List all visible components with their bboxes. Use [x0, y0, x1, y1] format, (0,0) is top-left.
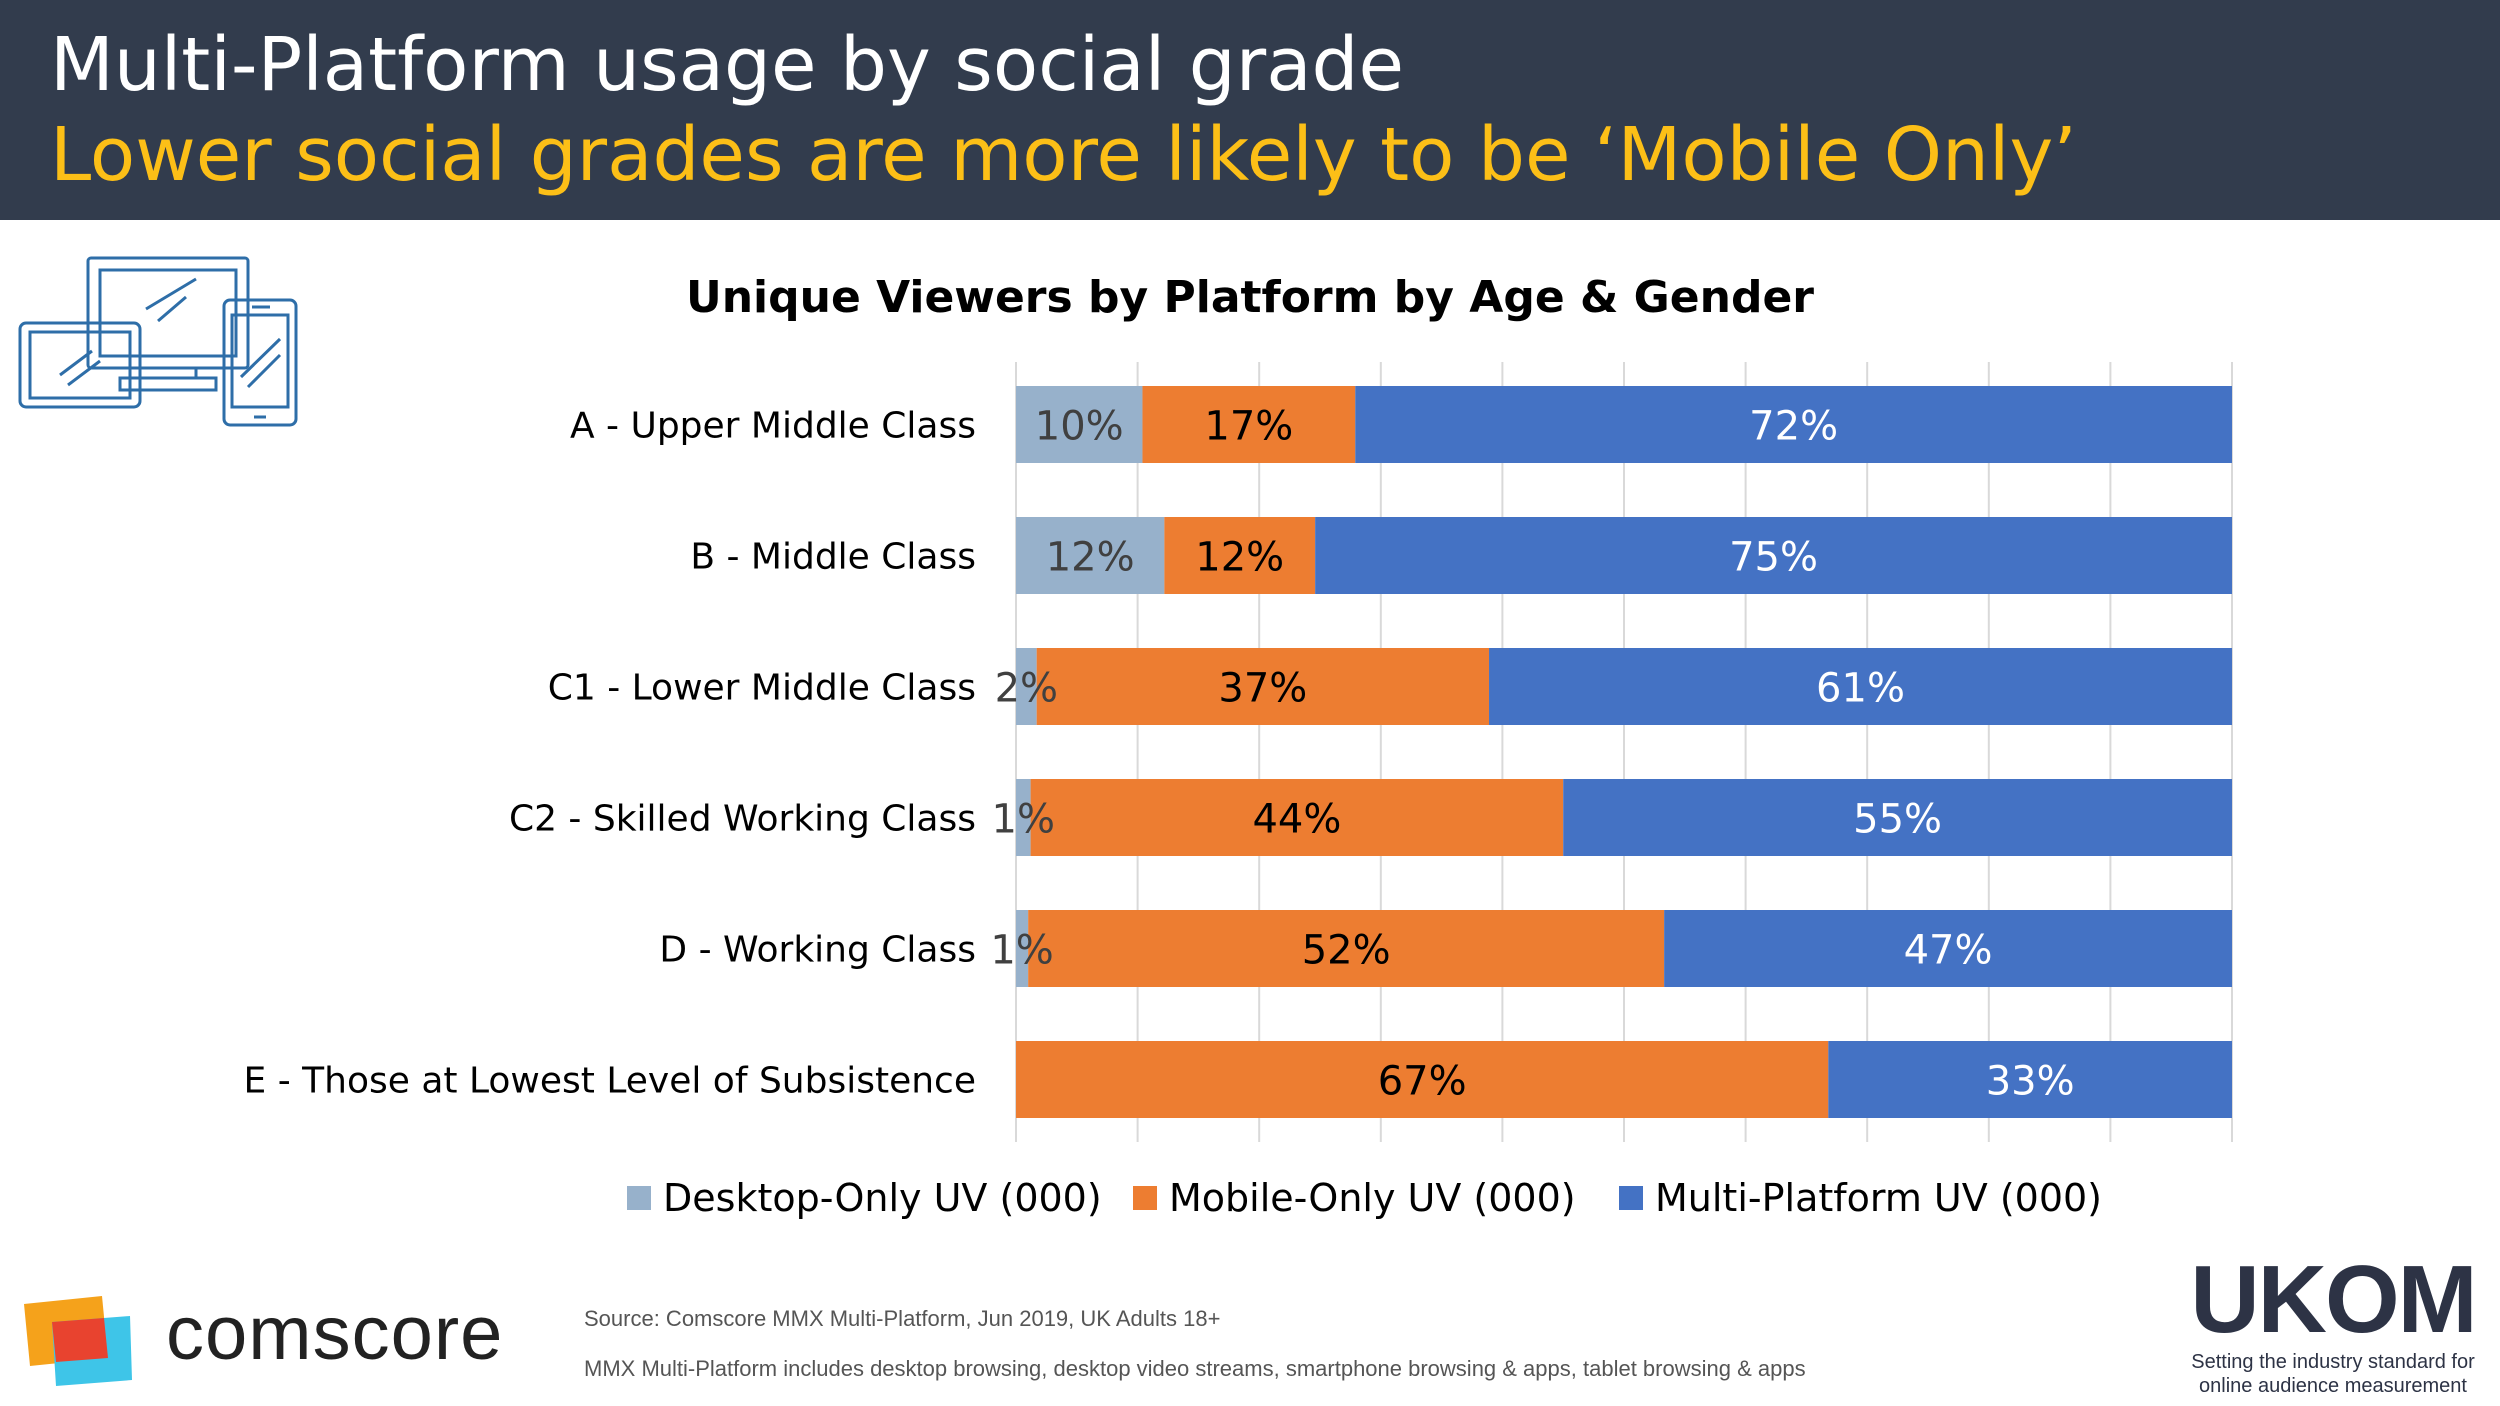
data-label: 17% — [1204, 404, 1293, 450]
data-label: 12% — [1046, 535, 1135, 581]
ukom-tagline-line-2: online audience measurement — [2199, 1375, 2467, 1397]
data-label: 47% — [1904, 928, 1993, 974]
bar-segment — [1563, 779, 2232, 856]
bar-segment — [1016, 1041, 1829, 1118]
bar-segment — [1016, 779, 1031, 856]
legend-label-mobile: Mobile-Only UV (000) — [1169, 1176, 1576, 1220]
category-label: A - Upper Middle Class — [570, 406, 976, 447]
legend-item-mobile: Mobile-Only UV (000) — [1133, 1176, 1576, 1220]
comscore-logo-icon — [24, 1296, 132, 1386]
legend-swatch-desktop — [627, 1186, 651, 1210]
ukom-tagline-line-1: Setting the industry standard for — [2191, 1351, 2475, 1373]
data-label: 12% — [1195, 535, 1284, 581]
page-title: Multi-Platform usage by social grade — [50, 22, 1405, 108]
data-label: 52% — [1302, 928, 1391, 974]
bar-segment — [1489, 648, 2232, 725]
chart-legend: Desktop-Only UV (000) Mobile-Only UV (00… — [0, 1176, 2500, 1236]
data-label: 1% — [992, 797, 1055, 843]
category-label: D - Working Class — [659, 930, 976, 971]
data-label: 75% — [1729, 535, 1818, 581]
category-label: C1 - Lower Middle Class — [548, 668, 976, 709]
bar-segment — [1036, 648, 1490, 725]
category-label: E - Those at Lowest Level of Subsistence — [244, 1061, 976, 1102]
stacked-bar-chart: 10% 17% 72% 12% 12% 75% 2% 37% 61% 1% 44% 55% 1% 52% 4… — [244, 362, 2233, 1142]
bar-segment — [1355, 386, 2232, 463]
source-note: Source: Comscore MMX Multi-Platform, Jun… — [584, 1306, 1221, 1331]
data-label: 44% — [1252, 797, 1341, 843]
bar-segment — [1016, 386, 1143, 463]
comscore-wordmark: comscore — [166, 1291, 504, 1376]
bar-segment — [1315, 517, 2232, 594]
category-label: B - Middle Class — [690, 537, 976, 578]
legend-label-multi: Multi-Platform UV (000) — [1655, 1176, 2103, 1220]
category-label: C2 - Skilled Working Class — [509, 799, 976, 840]
bar-segment — [1664, 910, 2232, 987]
legend-swatch-multi — [1619, 1186, 1643, 1210]
bar-segment — [1164, 517, 1316, 594]
data-label: 67% — [1378, 1059, 1467, 1105]
data-label: 33% — [1986, 1059, 2075, 1105]
ukom-wordmark: UKOM — [2190, 1246, 2477, 1353]
data-label: 61% — [1816, 666, 1905, 712]
bar-segment — [1828, 1041, 2232, 1118]
ukom-tagline: Setting the industry standard for online… — [2188, 1350, 2478, 1398]
bar-segment — [1016, 648, 1037, 725]
legend-item-multi: Multi-Platform UV (000) — [1619, 1176, 2102, 1220]
devices-icon — [18, 256, 298, 427]
legend-label-desktop: Desktop-Only UV (000) — [663, 1176, 1102, 1220]
data-label: 10% — [1035, 404, 1124, 450]
bar-segment — [1028, 910, 1665, 987]
data-label: 72% — [1749, 404, 1838, 450]
bar-segment — [1030, 779, 1564, 856]
data-label: 2% — [995, 666, 1058, 712]
page-subtitle: Lower social grades are more likely to b… — [50, 112, 2077, 198]
bar-segment — [1016, 910, 1029, 987]
data-label: 55% — [1853, 797, 1942, 843]
data-label: 37% — [1218, 666, 1307, 712]
bar-segment — [1142, 386, 1356, 463]
bar-segment — [1016, 517, 1165, 594]
legend-swatch-mobile — [1133, 1186, 1157, 1210]
chart-title: Unique Viewers by Platform by Age & Gend… — [685, 272, 1814, 323]
header-banner: Multi-Platform usage by social grade Low… — [0, 0, 2500, 220]
methodology-note: MMX Multi-Platform includes desktop brow… — [584, 1356, 1806, 1381]
ukom-logo: UKOM Setting the industry standard for o… — [2188, 1250, 2478, 1398]
legend-item-desktop: Desktop-Only UV (000) — [627, 1176, 1102, 1220]
data-label: 1% — [990, 928, 1053, 974]
